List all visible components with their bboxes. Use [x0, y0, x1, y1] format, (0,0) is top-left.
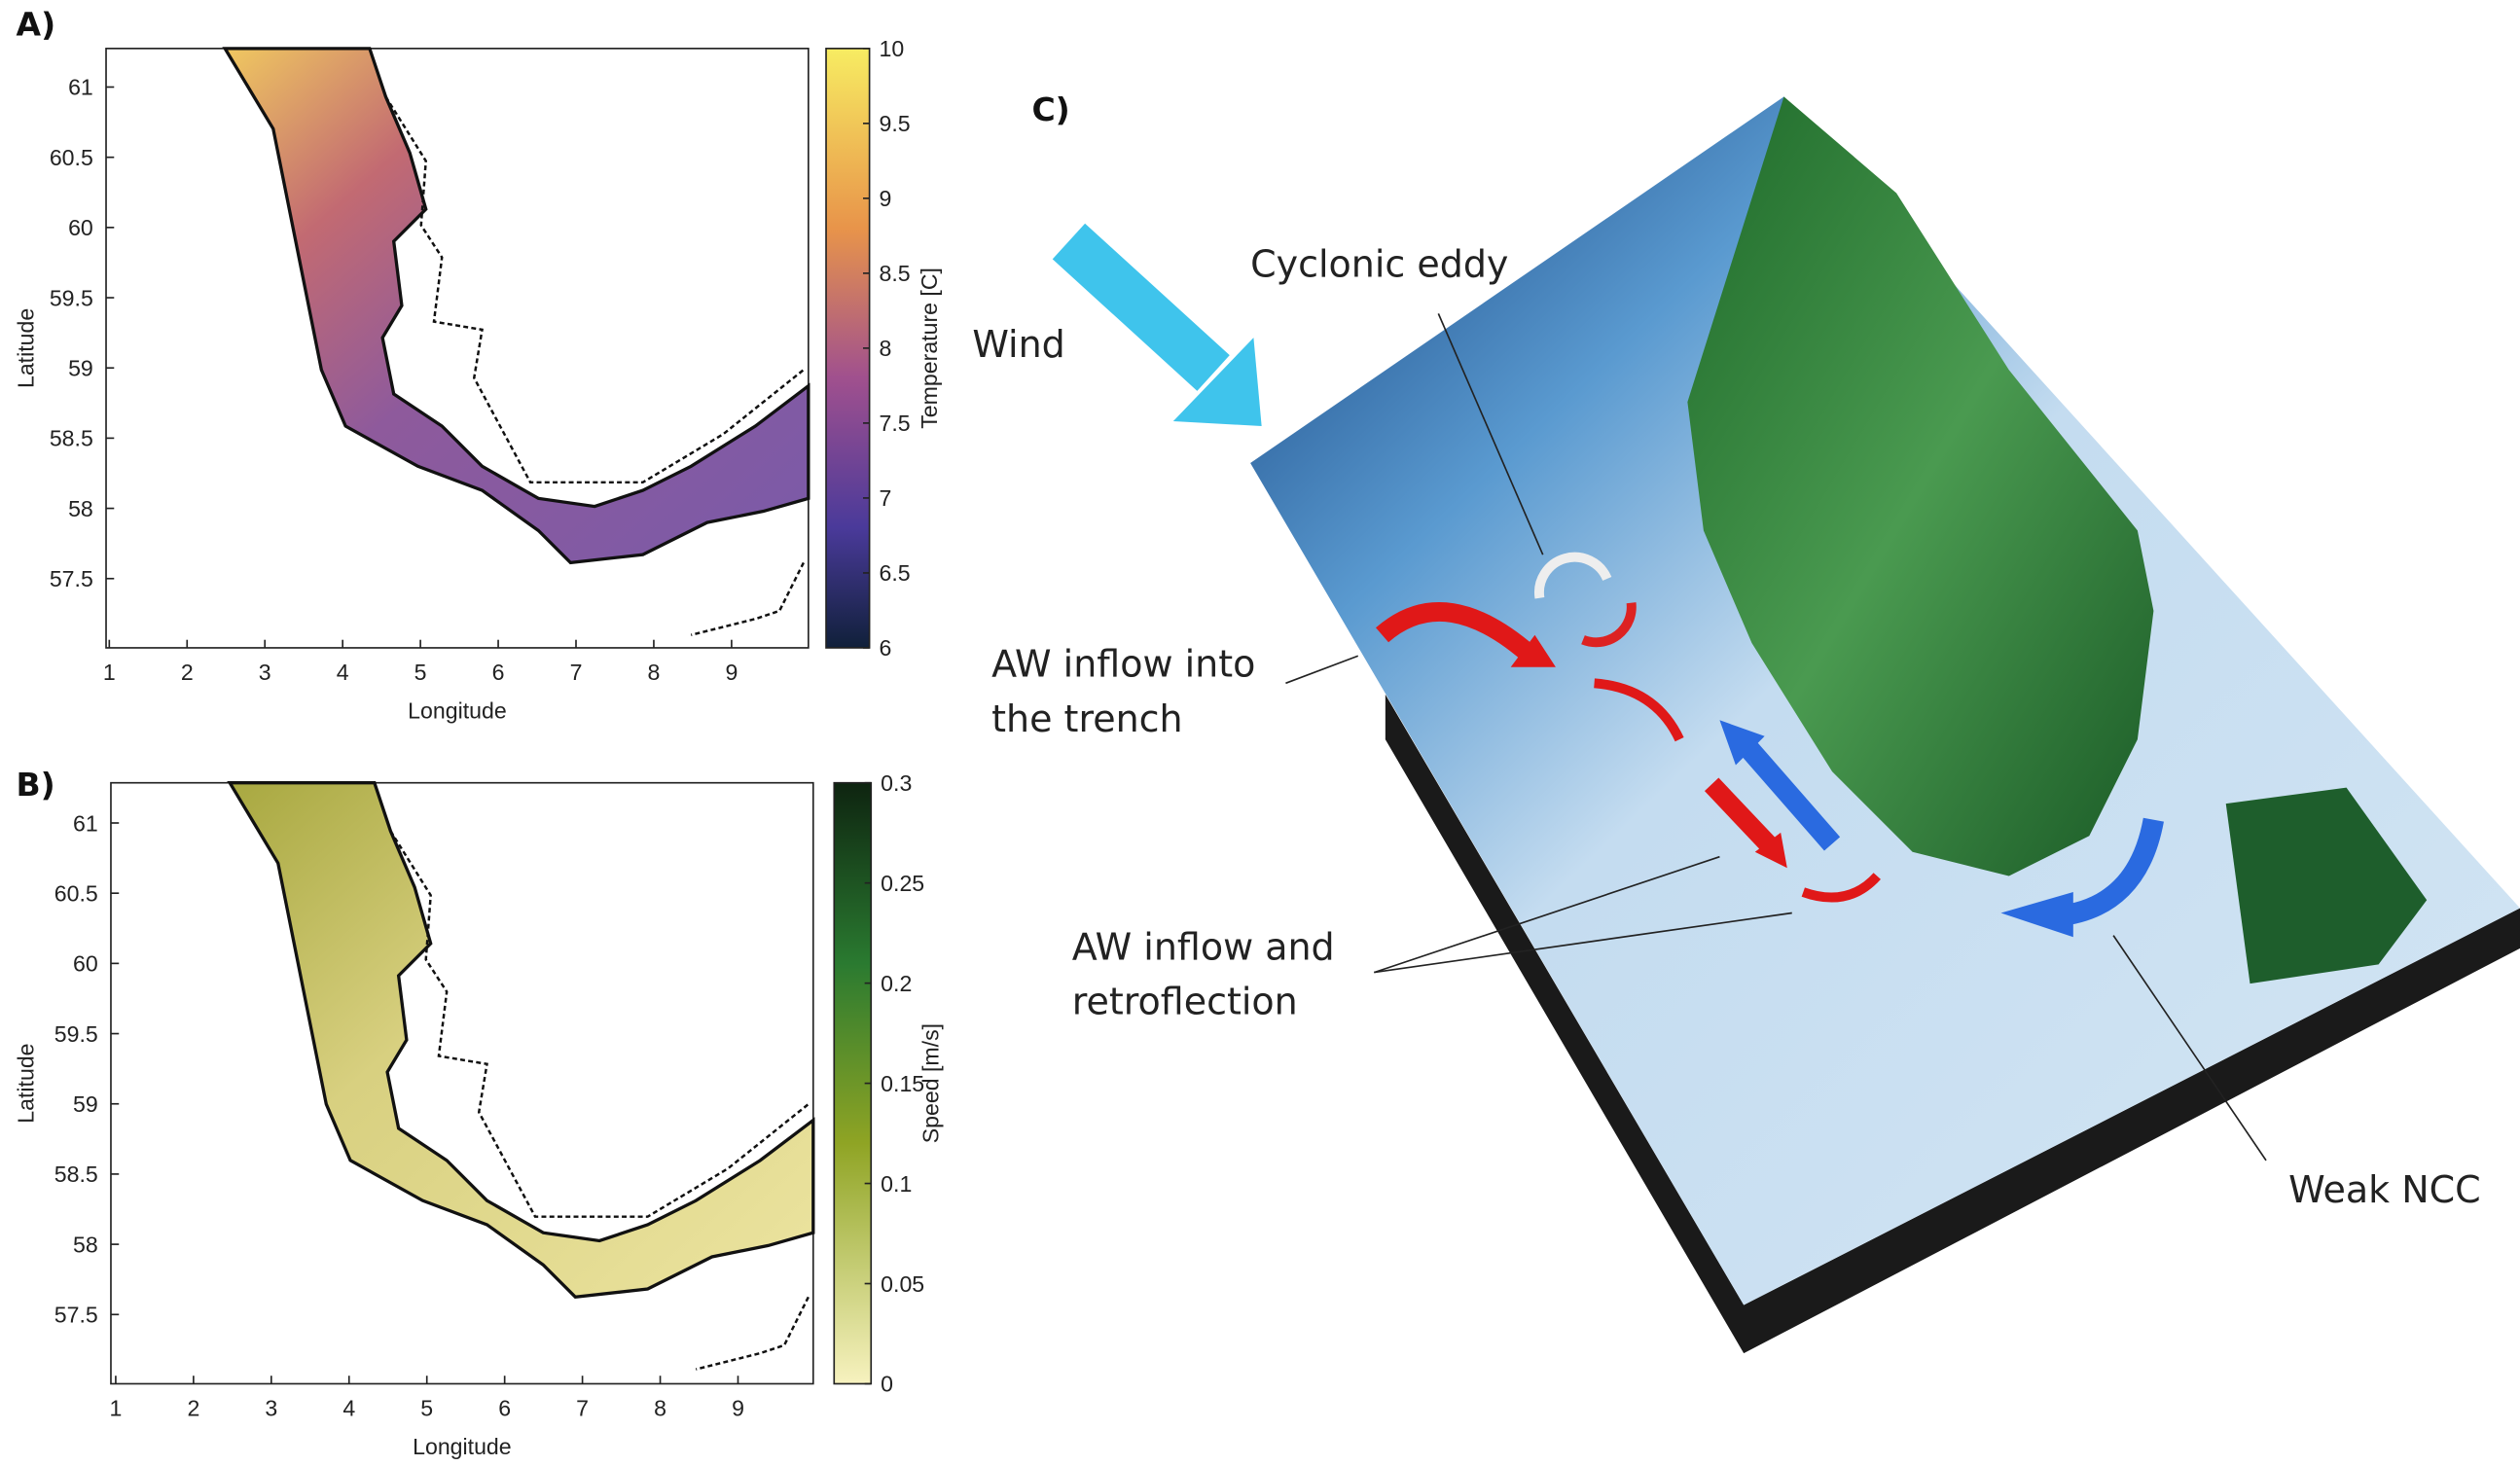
colorbar-tick-label: 7.5 [880, 411, 911, 436]
x-tick-label: 7 [576, 1396, 589, 1421]
wind-arrow [1052, 223, 1230, 391]
arrow-head [1754, 832, 1787, 869]
annotation: retroflection [1072, 981, 1298, 1023]
x-tick-label: 6 [498, 1396, 511, 1421]
colorbar-tick-label: 0.05 [881, 1271, 924, 1297]
annotation: AW inflow and [1072, 925, 1335, 968]
colorbar [825, 48, 871, 649]
y-tick-label: 59.5 [54, 1021, 98, 1047]
colorbar-tick-label: 9.5 [880, 111, 911, 136]
x-tick-label: 5 [414, 660, 427, 685]
colorbar-label: Speed [m/s] [918, 1023, 944, 1143]
panel-label: B) [17, 766, 55, 804]
y-axis-label: Latitude [14, 308, 39, 388]
x-axis-label: Longitude [413, 1434, 512, 1459]
y-tick-label: 58.5 [50, 426, 93, 451]
coastline [384, 95, 806, 636]
ncc-arrow [1736, 735, 1841, 851]
y-tick-label: 57.5 [50, 566, 93, 591]
y-tick-label: 58.5 [54, 1162, 98, 1187]
panel-label: C) [1031, 90, 1069, 128]
y-tick-label: 60 [68, 215, 93, 240]
arrow-head [1510, 634, 1556, 667]
colorbar-tick-label: 0.15 [881, 1071, 924, 1096]
x-tick-label: 9 [725, 660, 738, 685]
x-tick-label: 7 [570, 660, 583, 685]
colorbar-tick-label: 0.1 [881, 1171, 912, 1197]
annotation: Wind [972, 323, 1064, 366]
ncc-arrow [2055, 817, 2164, 927]
annotation: the trench [991, 697, 1183, 740]
arrow-head [2000, 892, 2073, 938]
wind-arrow-head [1172, 338, 1262, 427]
y-tick-label: 61 [73, 810, 98, 836]
colorbar-tick-label: 0 [881, 1372, 893, 1397]
aw-inflow-arrow [1594, 678, 1684, 742]
colorbar-tick-label: 0.3 [881, 770, 912, 796]
x-tick-label: 4 [342, 1396, 355, 1421]
y-tick-label: 59.5 [50, 285, 93, 310]
annotation: Cyclonic eddy [1250, 242, 1508, 285]
y-tick-label: 59 [68, 355, 93, 380]
x-tick-label: 2 [187, 1396, 199, 1421]
coastline [389, 830, 810, 1371]
colorbar-tick-label: 0.25 [881, 871, 924, 896]
x-tick-label: 3 [259, 660, 271, 685]
colorbar-tick-label: 10 [880, 36, 905, 61]
y-tick-label: 58 [73, 1232, 98, 1257]
x-tick-label: 1 [109, 1396, 122, 1421]
x-tick-label: 8 [648, 660, 661, 685]
colorbar-label: Temperature [C] [917, 268, 942, 429]
x-tick-label: 1 [103, 660, 116, 685]
y-axis-label: Latitude [14, 1043, 39, 1123]
annotation: Weak NCC [2288, 1168, 2481, 1211]
x-tick-label: 2 [181, 660, 194, 685]
block-side [1385, 694, 2520, 1354]
colorbar-tick-label: 8 [880, 336, 892, 361]
land-denmark [2225, 787, 2428, 984]
x-tick-label: 5 [420, 1396, 433, 1421]
aw-inflow-arrow [1704, 777, 1776, 851]
x-tick-label: 9 [732, 1396, 744, 1421]
y-tick-label: 59 [73, 1091, 98, 1117]
x-tick-label: 8 [654, 1396, 666, 1421]
leader-lines [1285, 313, 2267, 1162]
colorbar-tick-label: 7 [880, 485, 892, 511]
x-axis-label: Longitude [408, 698, 507, 724]
y-tick-label: 58 [68, 496, 93, 521]
x-tick-label: 6 [492, 660, 505, 685]
land-norway [1687, 96, 2154, 876]
y-tick-label: 60 [73, 951, 98, 977]
x-tick-label: 4 [337, 660, 349, 685]
panel-label: A) [17, 6, 56, 44]
x-tick-label: 3 [265, 1396, 277, 1421]
y-tick-label: 61 [68, 75, 93, 100]
retroflection-arrow [1801, 873, 1881, 903]
annotation: AW inflow into [991, 643, 1255, 686]
colorbar-tick-label: 6.5 [880, 560, 911, 586]
aw-inflow-arrow [1376, 602, 1542, 666]
y-tick-label: 57.5 [54, 1303, 98, 1328]
colorbar-tick-label: 0.2 [881, 971, 912, 996]
eddy-arrow [1581, 602, 1637, 648]
y-tick-label: 60.5 [54, 880, 98, 906]
arrow-head [1719, 720, 1765, 766]
colorbar-tick-label: 6 [880, 635, 892, 661]
eddy-arrow [1534, 552, 1612, 599]
axes-box [110, 781, 814, 1385]
y-tick-label: 60.5 [50, 145, 93, 170]
colorbar-tick-label: 9 [880, 186, 892, 211]
axes-box [105, 48, 810, 649]
colorbar-tick-label: 8.5 [880, 261, 911, 286]
